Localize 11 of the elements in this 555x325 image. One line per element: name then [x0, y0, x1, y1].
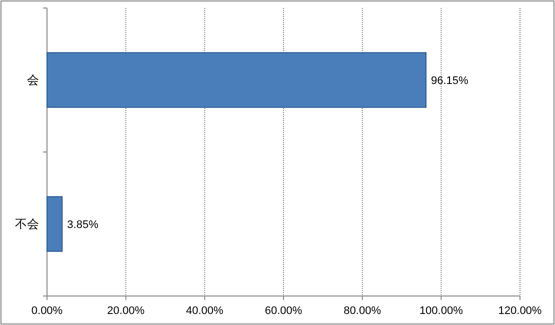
- y-tick-label: 会: [27, 73, 39, 87]
- data-label: 96.15%: [430, 75, 469, 87]
- x-tick-label: 60.00%: [264, 305, 302, 317]
- x-tick-label: 20.00%: [107, 305, 145, 317]
- y-tick-label: 不会: [15, 217, 39, 231]
- x-tick-label: 40.00%: [186, 305, 224, 317]
- data-label: 3.85%: [67, 219, 99, 231]
- x-tick-label: 100.00%: [419, 305, 464, 317]
- x-tick-label: 0.00%: [31, 305, 63, 317]
- x-tick-label: 120.00%: [498, 305, 542, 317]
- x-tick-label: 80.00%: [344, 305, 382, 317]
